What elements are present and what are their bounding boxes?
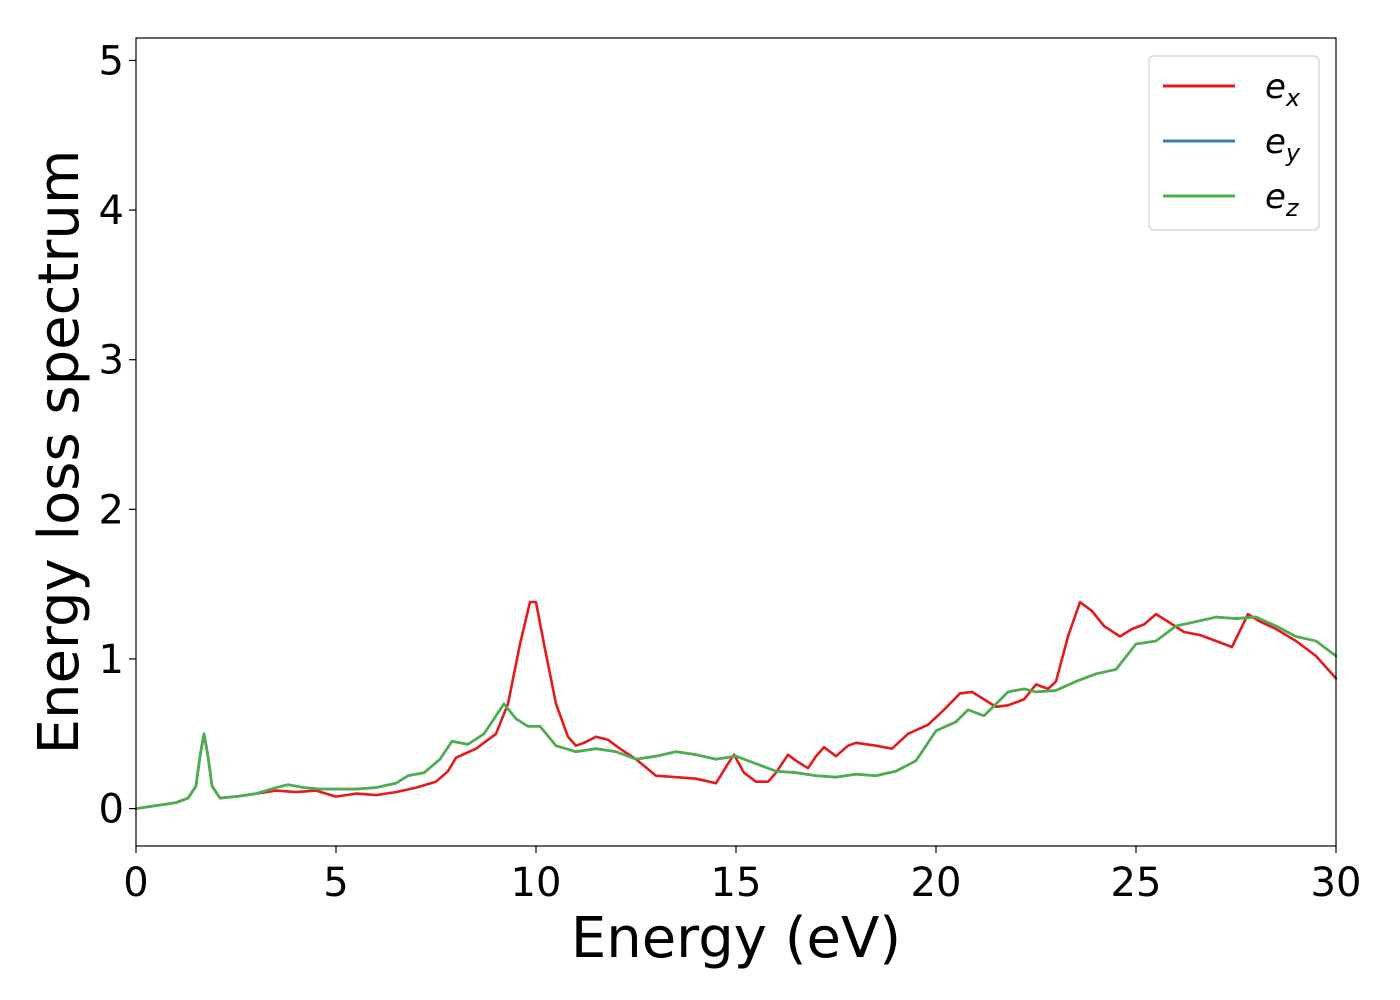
y-axis-ticks: 0 1 2 3 4 5 <box>99 38 136 833</box>
legend-label: ez <box>1265 177 1300 222</box>
legend-label: ex <box>1265 67 1301 112</box>
legend-label: ey <box>1265 122 1301 167</box>
x-tick-label: 15 <box>711 860 762 906</box>
legend-box <box>1148 55 1320 231</box>
x-tick-label: 30 <box>1311 860 1362 906</box>
x-tick-label: 20 <box>911 860 962 906</box>
x-axis-label: Energy (eV) <box>571 906 901 971</box>
series-line-e-z <box>134 615 1338 810</box>
series-line-e-x <box>134 600 1338 810</box>
x-tick-label: 25 <box>1111 860 1162 906</box>
y-axis-label: Energy loss spectrum <box>27 150 92 755</box>
y-tick-label: 1 <box>99 637 124 683</box>
y-tick-label: 2 <box>99 487 124 533</box>
y-tick-label: 5 <box>99 38 124 84</box>
y-tick-label: 0 <box>99 787 124 833</box>
legend: ex ey ez <box>1148 55 1320 231</box>
plot-lines <box>134 600 1338 810</box>
x-axis-ticks: 0 5 10 15 20 25 30 <box>123 846 1361 906</box>
x-tick-label: 0 <box>123 860 148 906</box>
x-tick-label: 10 <box>511 860 562 906</box>
y-tick-label: 3 <box>99 338 124 384</box>
y-tick-label: 4 <box>99 188 124 234</box>
x-tick-label: 5 <box>323 860 348 906</box>
